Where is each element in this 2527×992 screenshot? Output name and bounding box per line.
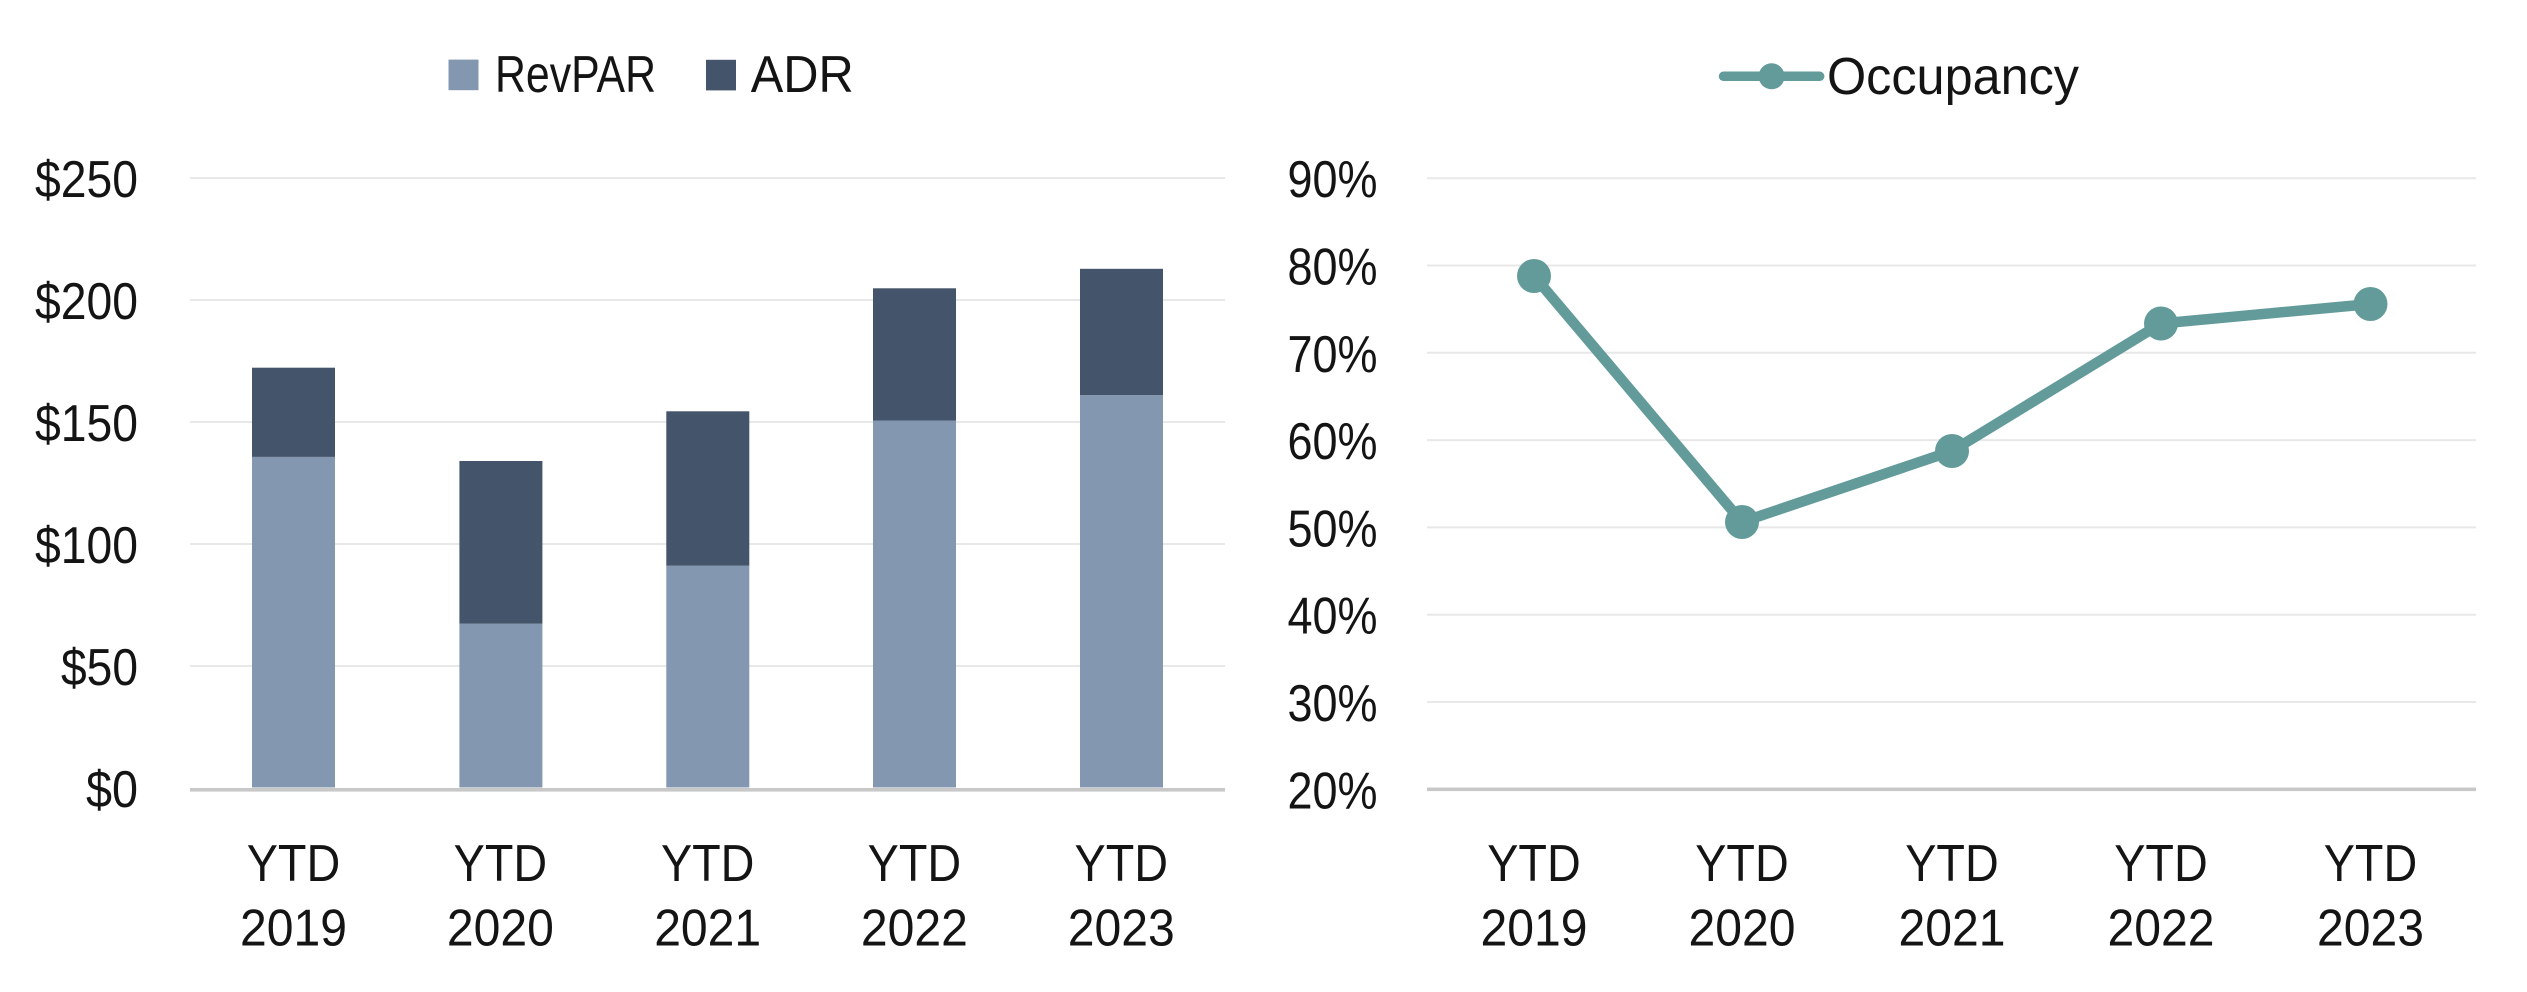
svg-text:$50: $50 <box>61 639 138 697</box>
svg-text:30%: 30% <box>1288 675 1378 733</box>
svg-text:2019: 2019 <box>240 900 347 958</box>
svg-text:ADR: ADR <box>751 46 854 104</box>
svg-text:$200: $200 <box>35 273 138 331</box>
svg-text:Occupancy: Occupancy <box>1827 48 2079 106</box>
svg-text:2022: 2022 <box>2108 900 2215 958</box>
svg-text:YTD: YTD <box>247 835 341 893</box>
svg-text:2023: 2023 <box>2317 900 2424 958</box>
svg-text:20%: 20% <box>1288 762 1378 820</box>
svg-text:60%: 60% <box>1288 413 1378 471</box>
svg-text:70%: 70% <box>1288 326 1378 384</box>
svg-text:YTD: YTD <box>868 835 962 893</box>
svg-text:RevPAR: RevPAR <box>495 46 656 104</box>
svg-text:$100: $100 <box>35 517 138 575</box>
svg-text:2021: 2021 <box>1899 900 2006 958</box>
svg-text:2020: 2020 <box>447 900 554 958</box>
svg-text:2021: 2021 <box>654 900 761 958</box>
svg-text:YTD: YTD <box>1075 835 1169 893</box>
svg-text:YTD: YTD <box>2114 835 2208 893</box>
svg-text:90%: 90% <box>1288 151 1378 209</box>
svg-text:YTD: YTD <box>1487 835 1581 893</box>
svg-text:YTD: YTD <box>1695 835 1789 893</box>
svg-text:$0: $0 <box>86 761 138 819</box>
svg-text:40%: 40% <box>1288 588 1378 646</box>
svg-text:2023: 2023 <box>1068 900 1175 958</box>
svg-text:YTD: YTD <box>2324 835 2418 893</box>
svg-text:$150: $150 <box>35 395 138 453</box>
svg-text:2019: 2019 <box>1481 900 1588 958</box>
svg-text:80%: 80% <box>1288 239 1378 297</box>
svg-text:50%: 50% <box>1288 500 1378 558</box>
svg-text:YTD: YTD <box>1905 835 1999 893</box>
svg-text:YTD: YTD <box>661 835 755 893</box>
svg-text:2020: 2020 <box>1689 900 1796 958</box>
svg-text:YTD: YTD <box>454 835 548 893</box>
svg-text:$250: $250 <box>35 151 138 209</box>
svg-text:2022: 2022 <box>861 900 968 958</box>
